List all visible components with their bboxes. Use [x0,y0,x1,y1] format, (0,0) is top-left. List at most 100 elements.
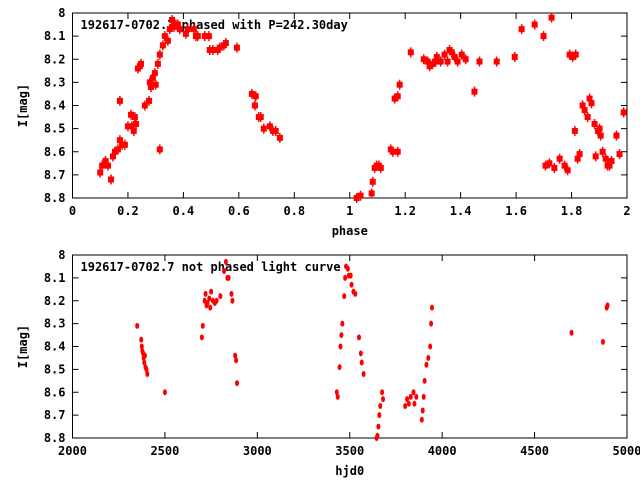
data-point [104,160,111,171]
data-point [139,336,144,343]
data-point [161,31,168,42]
y-tick-label: 8.5 [44,362,66,376]
x-tick-label: 0.2 [117,204,139,218]
data-point [608,156,615,166]
data-point [214,297,219,304]
data-point [561,160,568,171]
data-point [230,297,235,304]
data-point [116,95,123,106]
data-point [276,132,283,143]
y-tick-label: 8.3 [44,317,66,331]
data-point [414,393,419,400]
data-point [162,389,167,396]
data-point [454,56,461,67]
data-point [130,125,137,136]
x-tick-label: 0 [69,204,76,218]
data-point [353,193,360,203]
data-point [518,24,525,35]
y-tick-label: 8.1 [44,271,66,285]
data-point [359,359,364,366]
data-point [476,56,483,67]
data-point [378,402,383,409]
data-point [605,302,610,309]
data-point [234,357,239,364]
data-point [369,176,376,187]
data-point [166,24,173,35]
data-point [429,320,434,327]
data-point [248,88,255,99]
data-point [169,14,176,25]
data-point [235,380,240,387]
data-point [342,293,347,300]
data-point [222,38,229,49]
data-point [190,24,197,35]
data-point [620,107,627,118]
data-point [151,68,158,79]
y-tick-label: 8.4 [44,340,66,354]
data-point [368,188,375,199]
data-point [358,350,363,357]
data-point [251,100,258,111]
data-point [613,130,620,141]
data-point [551,162,558,173]
x-tick-label: 1.2 [394,204,416,218]
data-point [260,123,267,134]
x-tick-label: 4500 [520,444,549,458]
data-point [571,125,578,136]
x-tick-label: 0.8 [283,204,305,218]
data-point [566,49,573,60]
data-point [159,40,166,51]
data-point [581,105,588,116]
data-point [229,290,234,297]
x-tick-label: 1.4 [450,204,472,218]
data-point [200,322,205,329]
data-point [511,51,518,62]
data-point [207,295,212,302]
data-point [216,42,223,53]
data-point [252,91,259,102]
x-tick-label: 3500 [335,444,364,458]
data-point [376,423,381,430]
data-point [572,49,579,60]
y-tick-label: 8.2 [44,52,66,66]
data-point [218,293,223,300]
data-point [381,396,386,403]
y-tick-label: 8 [58,248,65,262]
data-point [142,352,147,359]
data-point [205,300,210,307]
y-axis-label: I[mag] [16,325,30,368]
data-point [394,91,401,102]
data-point [203,290,208,297]
y-tick-label: 8.1 [44,29,66,43]
data-point [345,265,350,272]
data-point [194,31,201,42]
data-point [375,432,380,439]
data-point [412,400,417,407]
data-point [132,119,139,129]
plot-phased: 8 8.1 8.2 8.3 8.4 8.5 8.6 8.7 8.80 0.2 0.4 0.6 0.8 1 1… [16,6,631,238]
data-point [201,31,208,42]
data-point [131,112,138,123]
x-tick-label: 0.6 [228,204,250,218]
data-point [357,190,364,201]
data-point [141,100,148,111]
data-point [111,146,118,157]
data-point [548,12,555,23]
data-point [429,58,436,69]
data-point [421,393,426,400]
y-tick-label: 8 [58,6,65,20]
data-point [542,160,549,171]
data-point [337,364,342,371]
data-point [340,320,345,327]
data-point [206,45,213,55]
x-tick-label: 2 [623,204,630,218]
x-tick-label: 2500 [150,444,179,458]
chart-title: 192617-0702.7 not phased light curve [81,260,341,274]
data-point [569,329,574,336]
y-tick-label: 8.3 [44,75,66,89]
data-point [209,288,214,295]
data-point [257,112,264,123]
data-point [135,322,140,329]
data-point [156,49,163,60]
